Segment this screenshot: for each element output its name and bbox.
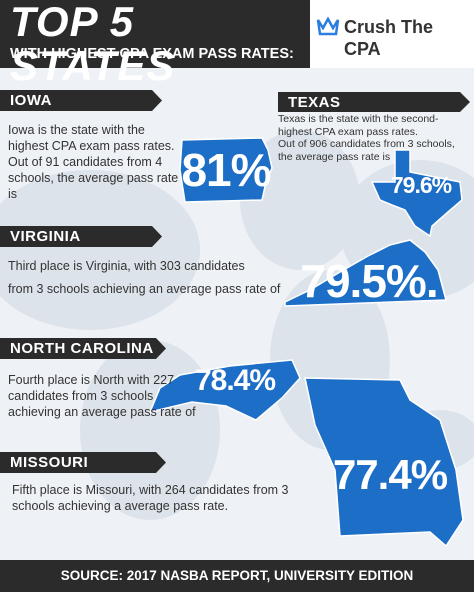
paragraph: Out of 906 candidates from 3 schools, th… [278,138,455,163]
state-rate: 79.6% [390,172,452,198]
state-text: Third place is Virginia, with 303 candid… [8,258,298,297]
state-text: Texas is the state with the second-highe… [278,113,470,163]
logo-icon [316,16,340,36]
state-text: Iowa is the state with the highest CPA e… [8,122,180,202]
footer: SOURCE: 2017 NASBA REPORT, UNIVERSITY ED… [0,560,474,592]
state-rate: 79.5%. [300,255,438,307]
paragraph: Third place is Virginia, with 303 candid… [8,259,245,273]
logo-box: Crush The CPA [310,0,474,68]
missouri-shape [304,377,464,548]
state-rate: 77.4% [332,451,448,498]
north-carolina-shape [148,359,301,421]
paragraph: Out of 91 candidates from 4 schools, the… [8,155,179,201]
paragraph: Fourth place is North with 227 candidate… [8,373,196,419]
state-label: VIRGINIA [0,226,162,247]
texas-shape [370,149,463,238]
state-rate: 78.4% [194,364,276,397]
state-rate: 81% [181,144,271,196]
paragraph: from 3 schools achieving an average pass… [8,282,281,296]
state-text: Fifth place is Missouri, with 264 candid… [12,482,302,514]
virginia-shape [284,239,447,307]
logo-text: Crush The CPA [344,17,434,59]
state-label: IOWA [0,90,162,111]
iowa-shape [179,137,273,203]
state-label: TEXAS [278,92,470,112]
state-label: NORTH CAROLINA [0,338,166,359]
title-banner: TOP 5 STATES WITH HIGHEST CPA EXAM PASS … [0,0,310,88]
state-label: MISSOURI [0,452,166,473]
paragraph: Iowa is the state with the highest CPA e… [8,123,175,153]
paragraph: Texas is the state with the second-highe… [278,113,439,138]
title: TOP 5 STATES [10,0,176,89]
subtitle: WITH HIGHEST CPA EXAM PASS RATES: [10,46,294,62]
paragraph: Fifth place is Missouri, with 264 candid… [12,483,289,513]
state-text: Fourth place is North with 227 candidate… [8,372,198,420]
